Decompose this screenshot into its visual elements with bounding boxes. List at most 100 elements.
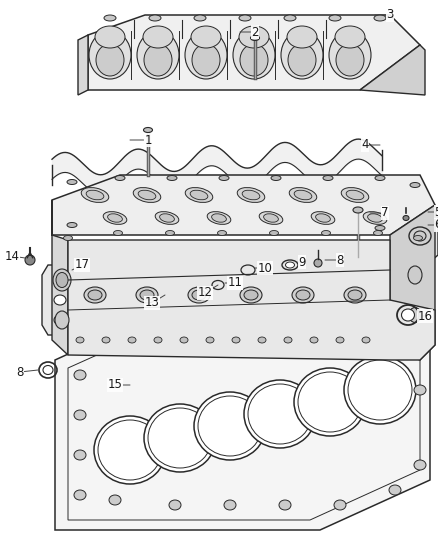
Ellipse shape — [329, 15, 341, 21]
Ellipse shape — [240, 287, 262, 303]
Ellipse shape — [375, 225, 385, 230]
Ellipse shape — [76, 337, 84, 343]
Ellipse shape — [389, 485, 401, 495]
Ellipse shape — [188, 287, 210, 303]
Ellipse shape — [88, 290, 102, 300]
Ellipse shape — [67, 222, 77, 228]
Ellipse shape — [403, 215, 409, 221]
Ellipse shape — [212, 214, 226, 222]
Ellipse shape — [344, 287, 366, 303]
Ellipse shape — [237, 188, 265, 203]
Ellipse shape — [185, 31, 227, 79]
Ellipse shape — [374, 230, 382, 236]
Ellipse shape — [244, 290, 258, 300]
Text: 6: 6 — [428, 219, 438, 231]
Ellipse shape — [363, 212, 387, 224]
Ellipse shape — [284, 15, 296, 21]
Polygon shape — [390, 205, 435, 360]
Ellipse shape — [232, 337, 240, 343]
Ellipse shape — [409, 308, 421, 322]
Text: 4: 4 — [361, 139, 380, 151]
Ellipse shape — [316, 214, 330, 222]
Ellipse shape — [375, 175, 385, 181]
Ellipse shape — [410, 182, 420, 188]
Ellipse shape — [128, 337, 136, 343]
Ellipse shape — [346, 190, 364, 200]
Text: 17: 17 — [72, 259, 89, 271]
Ellipse shape — [218, 230, 226, 236]
Ellipse shape — [287, 26, 317, 48]
Ellipse shape — [310, 337, 318, 343]
Ellipse shape — [296, 290, 310, 300]
Ellipse shape — [95, 26, 125, 48]
Ellipse shape — [54, 315, 66, 325]
Ellipse shape — [335, 26, 365, 48]
Ellipse shape — [289, 188, 317, 203]
Ellipse shape — [133, 188, 161, 203]
Ellipse shape — [192, 44, 220, 76]
Ellipse shape — [67, 180, 77, 184]
Ellipse shape — [149, 15, 161, 21]
Ellipse shape — [103, 212, 127, 224]
Ellipse shape — [414, 460, 426, 470]
Text: 8: 8 — [325, 254, 344, 266]
Ellipse shape — [64, 236, 73, 240]
Text: 3: 3 — [375, 9, 394, 21]
Ellipse shape — [207, 212, 231, 224]
Text: 5: 5 — [428, 206, 438, 219]
Ellipse shape — [314, 259, 322, 267]
Ellipse shape — [240, 44, 268, 76]
Ellipse shape — [192, 290, 206, 300]
Ellipse shape — [281, 31, 323, 79]
Ellipse shape — [294, 190, 312, 200]
Ellipse shape — [138, 190, 156, 200]
Ellipse shape — [81, 188, 109, 203]
Text: 15: 15 — [108, 378, 130, 392]
Ellipse shape — [219, 175, 229, 181]
Ellipse shape — [96, 44, 124, 76]
Ellipse shape — [74, 450, 86, 460]
Ellipse shape — [336, 337, 344, 343]
Ellipse shape — [140, 290, 154, 300]
Ellipse shape — [115, 175, 125, 181]
Ellipse shape — [414, 385, 426, 395]
Ellipse shape — [286, 262, 294, 268]
Text: 8: 8 — [16, 366, 38, 378]
Ellipse shape — [233, 31, 275, 79]
Polygon shape — [360, 45, 425, 95]
Ellipse shape — [239, 26, 269, 48]
Ellipse shape — [191, 26, 221, 48]
Ellipse shape — [108, 214, 122, 222]
Ellipse shape — [258, 337, 266, 343]
Ellipse shape — [190, 190, 208, 200]
Polygon shape — [78, 35, 88, 95]
Ellipse shape — [109, 495, 121, 505]
Ellipse shape — [294, 368, 366, 436]
Ellipse shape — [334, 500, 346, 510]
Ellipse shape — [74, 370, 86, 380]
Text: 13: 13 — [145, 295, 165, 310]
Polygon shape — [55, 310, 430, 530]
Ellipse shape — [144, 44, 172, 76]
Ellipse shape — [284, 337, 292, 343]
Ellipse shape — [402, 309, 414, 321]
Text: 10: 10 — [255, 262, 272, 274]
Ellipse shape — [104, 15, 116, 21]
Ellipse shape — [137, 31, 179, 79]
Ellipse shape — [259, 212, 283, 224]
Ellipse shape — [102, 337, 110, 343]
Text: 2: 2 — [240, 26, 259, 38]
Ellipse shape — [55, 311, 69, 329]
Ellipse shape — [194, 392, 266, 460]
Ellipse shape — [54, 295, 66, 305]
Ellipse shape — [43, 366, 53, 375]
Polygon shape — [52, 200, 68, 355]
Ellipse shape — [113, 230, 123, 236]
Ellipse shape — [362, 337, 370, 343]
Polygon shape — [52, 175, 435, 235]
Ellipse shape — [264, 214, 279, 222]
Ellipse shape — [413, 236, 423, 240]
Ellipse shape — [54, 275, 66, 285]
Ellipse shape — [180, 337, 188, 343]
Ellipse shape — [367, 214, 382, 222]
